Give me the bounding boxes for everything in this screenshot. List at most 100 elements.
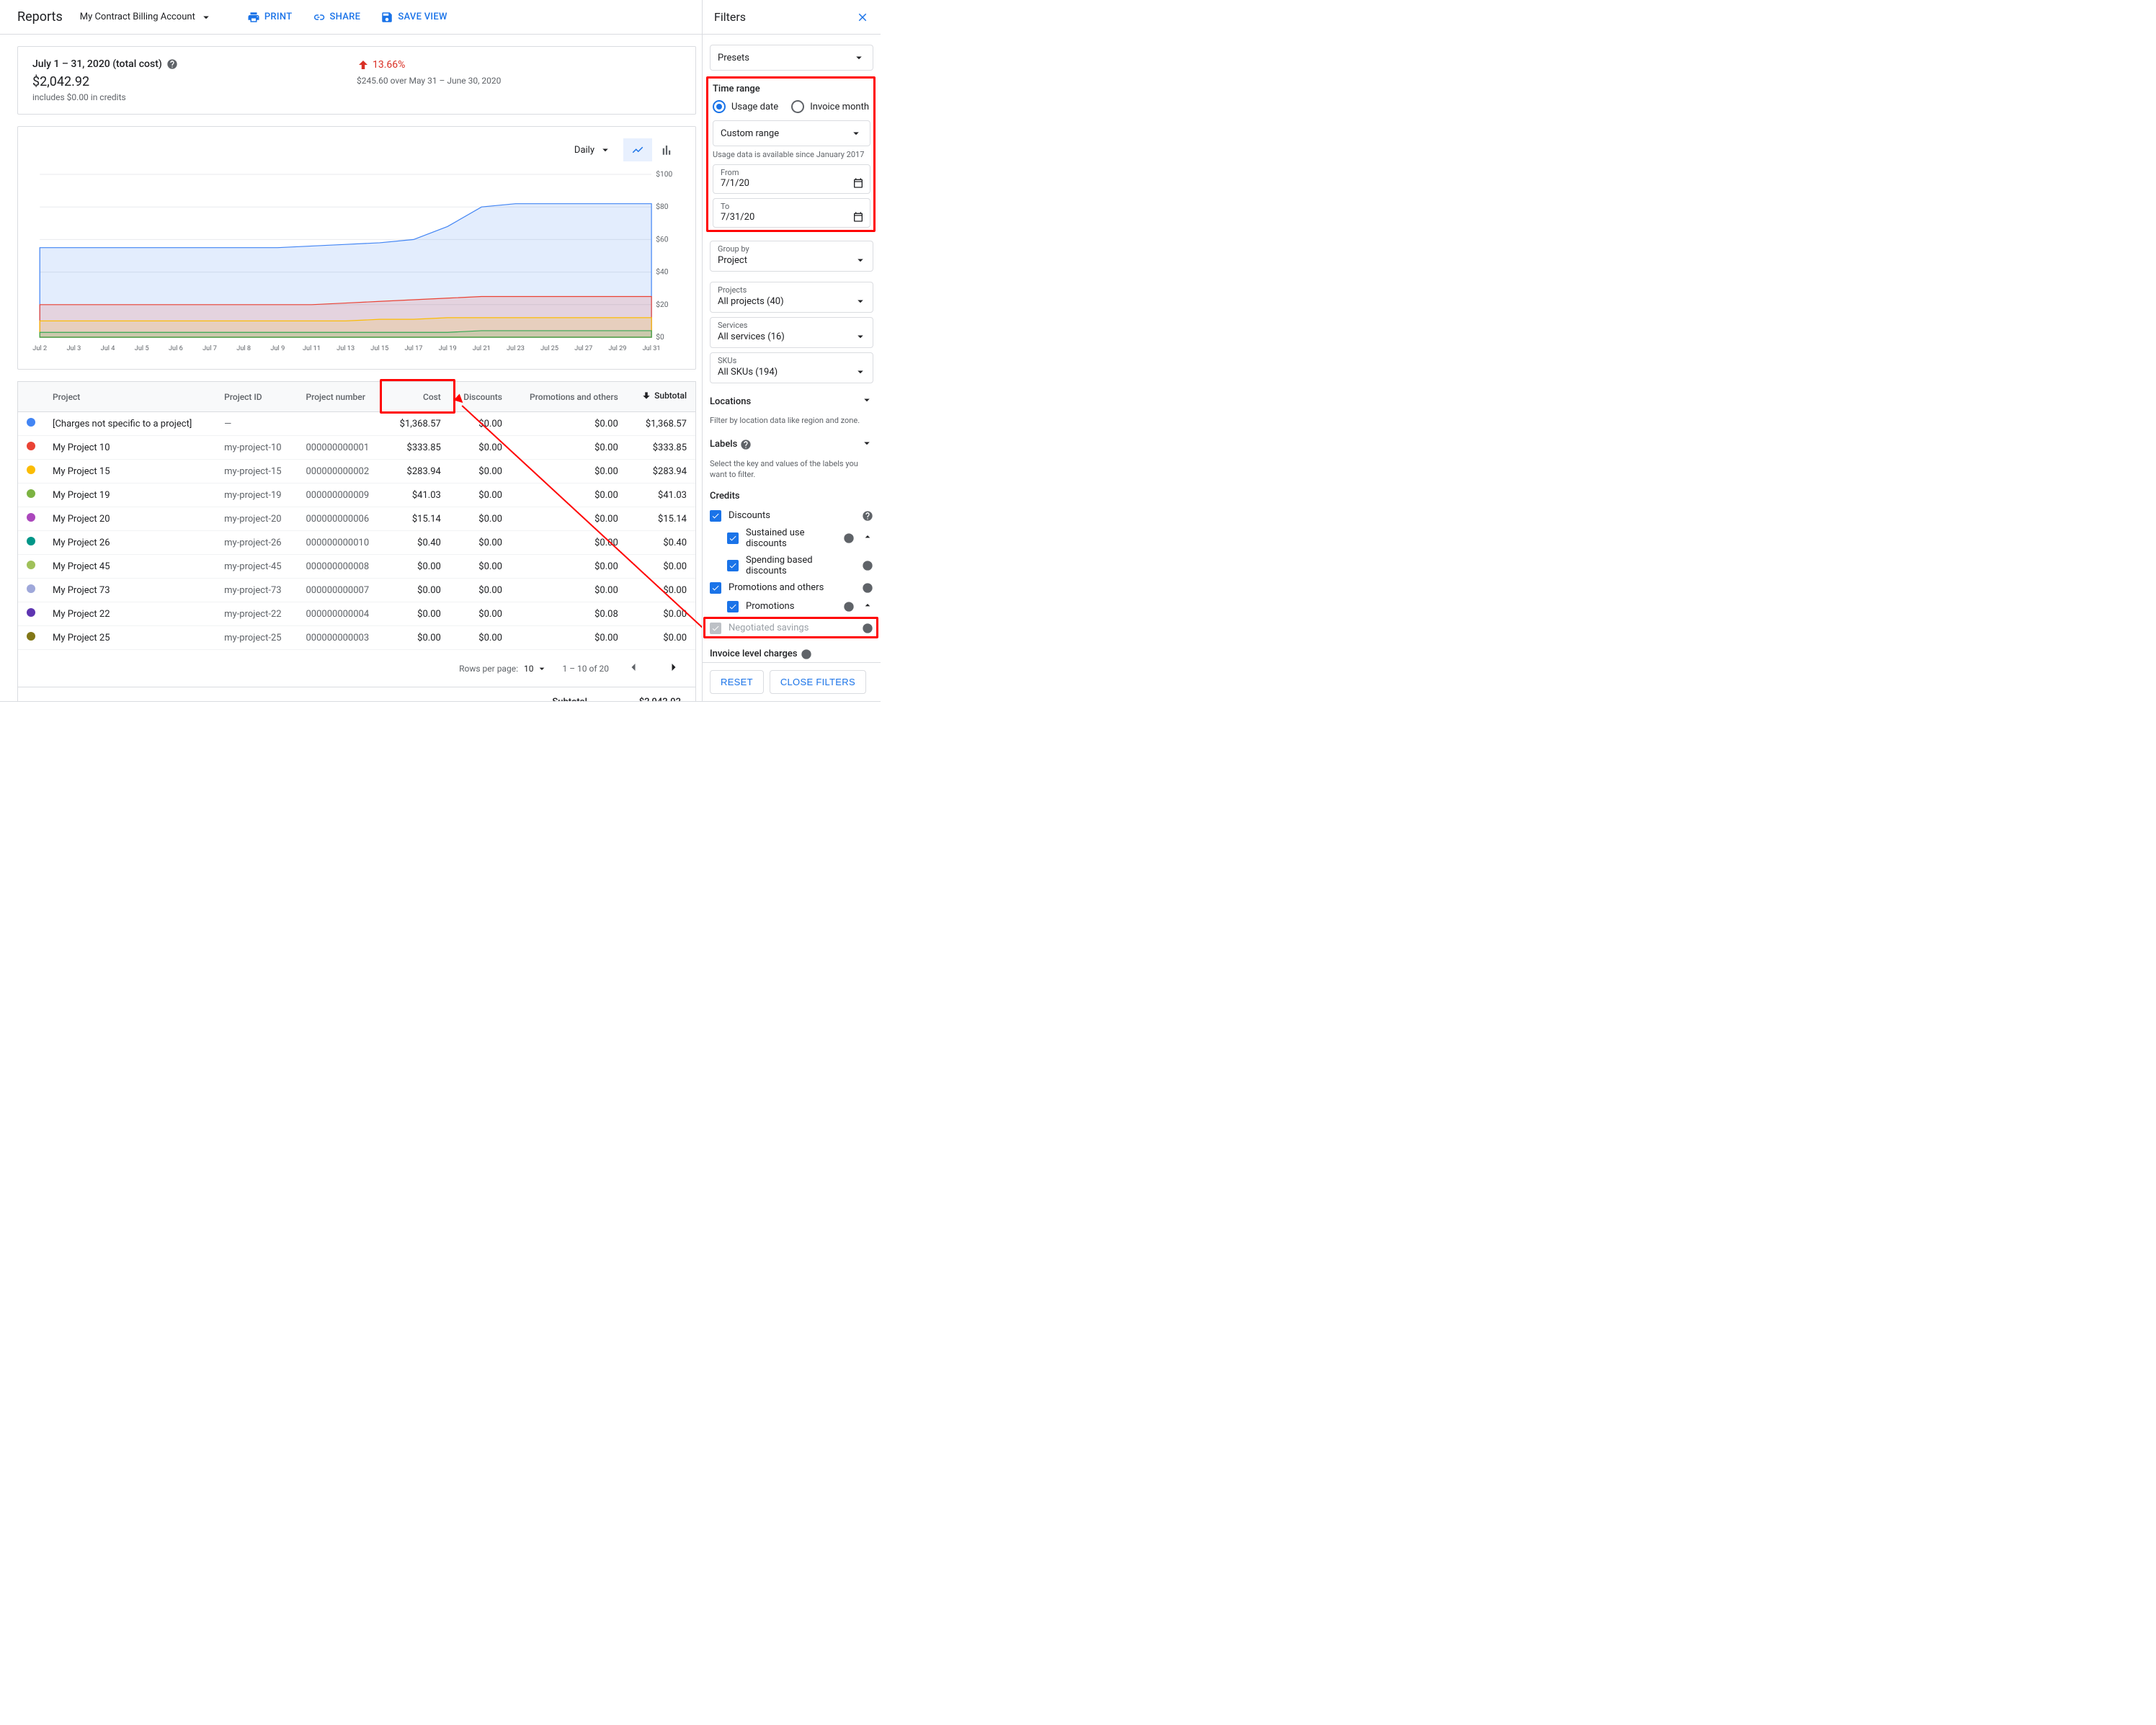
account-selector[interactable]: My Contract Billing Account [80,11,213,24]
help-icon[interactable] [862,582,873,594]
help-icon[interactable] [740,439,752,450]
caret-down-icon [599,143,612,156]
help-icon[interactable] [862,623,873,634]
close-filters-button[interactable]: CLOSE FILTERS [770,670,866,694]
granularity-label: Daily [574,145,594,156]
time-range-title: Time range [713,84,870,94]
project-number-cell: 000000000007 [297,579,385,602]
print-button[interactable]: PRINT [247,11,293,24]
project-number-cell [297,412,385,436]
from-date-field[interactable]: From 7/1/20 [713,164,870,194]
svg-text:Jul 17: Jul 17 [404,345,422,352]
discounts-cell: $0.00 [450,626,511,650]
promo-cell: $0.00 [511,626,627,650]
sustained-use-checkbox[interactable]: Sustained use discounts [710,525,873,552]
arrow-down-icon [641,391,651,401]
table-card: ProjectProject IDProject numberCostDisco… [17,381,696,701]
negotiated-savings-checkbox: Negotiated savings [707,618,876,638]
spending-based-checkbox[interactable]: Spending based discounts [710,552,873,579]
close-icon[interactable] [856,11,869,24]
svg-text:Jul 3: Jul 3 [66,345,81,352]
table-row[interactable]: My Project 19my-project-19000000000009$4… [18,483,695,507]
table-row[interactable]: My Project 20my-project-20000000000006$1… [18,507,695,531]
labels-title: Labels [710,439,737,450]
help-icon[interactable] [801,648,812,660]
svg-text:Jul 4: Jul 4 [101,345,115,352]
line-chart-icon [631,143,644,156]
services-select[interactable]: Services All services (16) [710,317,873,348]
presets-select[interactable]: Presets [710,45,873,71]
promotions-others-checkbox[interactable]: Promotions and others [710,579,873,597]
promotions-checkbox[interactable]: Promotions [710,597,873,617]
help-icon[interactable] [166,58,178,70]
table-row[interactable]: My Project 73my-project-73000000000007$0… [18,579,695,602]
discounts-cell: $0.00 [450,436,511,460]
expand-icon[interactable] [860,393,873,409]
chevron-left-icon [626,660,641,674]
help-icon[interactable] [843,532,855,544]
save-view-button[interactable]: SAVE VIEW [380,11,447,24]
check-icon [729,534,737,543]
cost-cell: $0.00 [386,626,450,650]
column-header[interactable]: Project [44,382,215,412]
caret-down-icon [854,254,867,267]
check-icon [711,624,720,633]
column-header[interactable]: Project ID [215,382,297,412]
column-header[interactable]: Promotions and others [511,382,627,412]
table-row[interactable]: My Project 26my-project-26000000000010$0… [18,531,695,555]
series-dot [27,489,35,498]
invoice-month-radio[interactable]: Invoice month [791,100,869,113]
next-page-button[interactable] [664,657,684,679]
table-row[interactable]: My Project 15my-project-15000000000002$2… [18,460,695,483]
group-by-select[interactable]: Group by Project [710,241,873,272]
table-row[interactable]: My Project 45my-project-45000000000008$0… [18,555,695,579]
skus-select[interactable]: SKUs All SKUs (194) [710,352,873,383]
bar-chart-button[interactable] [652,138,681,161]
projects-select[interactable]: Projects All projects (40) [710,282,873,313]
range-type-select[interactable]: Custom range [713,120,870,146]
column-header[interactable]: Project number [297,382,385,412]
series-dot [27,584,35,593]
caret-down-icon [200,11,213,24]
discounts-checkbox[interactable]: Discounts [710,507,873,525]
chevron-right-icon [667,660,681,674]
prev-page-button[interactable] [623,657,643,679]
project-id-cell: my-project-45 [215,555,297,579]
usage-date-radio[interactable]: Usage date [713,100,778,113]
table-row[interactable]: My Project 25my-project-25000000000003$0… [18,626,695,650]
svg-text:$0: $0 [656,332,664,342]
help-icon[interactable] [862,510,873,522]
column-header[interactable]: Discounts [450,382,511,412]
table-row[interactable]: [Charges not specific to a project]—$1,3… [18,412,695,436]
rows-per-page-select[interactable]: 10 [524,663,548,674]
subtotal-cell: $0.00 [627,555,695,579]
project-cell: My Project 20 [44,507,215,531]
series-dot [27,513,35,522]
calendar-icon [852,211,864,223]
svg-text:$20: $20 [656,300,669,309]
reset-button[interactable]: RESET [710,670,764,694]
column-header[interactable]: Subtotal [627,382,695,412]
table-row[interactable]: My Project 22my-project-22000000000004$0… [18,602,695,626]
expand-icon[interactable] [860,437,873,453]
project-id-cell: — [215,412,297,436]
collapse-icon[interactable] [862,531,873,545]
project-id-cell: my-project-73 [215,579,297,602]
subtotal-cell: $283.94 [627,460,695,483]
subtotal-cell: $0.00 [627,579,695,602]
share-button[interactable]: SHARE [312,11,360,24]
to-date-field[interactable]: To 7/31/20 [713,198,870,228]
cost-cell: $15.14 [386,507,450,531]
subtotal-cell: $0.40 [627,531,695,555]
help-icon[interactable] [843,601,855,612]
collapse-icon[interactable] [862,599,873,614]
share-label: SHARE [329,12,360,22]
subtotal-label: Subtotal [530,697,587,701]
column-header[interactable]: Cost [386,382,450,412]
help-icon[interactable] [862,560,873,571]
project-number-cell: 000000000002 [297,460,385,483]
granularity-select[interactable]: Daily [574,143,612,156]
table-row[interactable]: My Project 10my-project-10000000000001$3… [18,436,695,460]
bar-chart-icon [660,143,673,156]
line-chart-button[interactable] [623,138,652,161]
